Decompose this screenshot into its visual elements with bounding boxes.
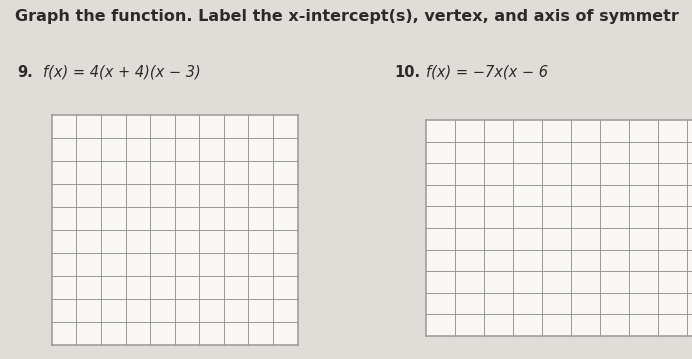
Text: f(x) = −7x(x − 6: f(x) = −7x(x − 6 <box>426 65 547 80</box>
Bar <box>52 115 298 345</box>
Text: 9.: 9. <box>17 65 33 80</box>
Bar <box>426 120 692 336</box>
Text: Graph the function. Label the x-intercept(s), vertex, and axis of symmetr: Graph the function. Label the x-intercep… <box>15 9 679 24</box>
Text: f(x) = 4(x + 4)(x − 3): f(x) = 4(x + 4)(x − 3) <box>43 65 201 80</box>
Text: 10.: 10. <box>394 65 421 80</box>
